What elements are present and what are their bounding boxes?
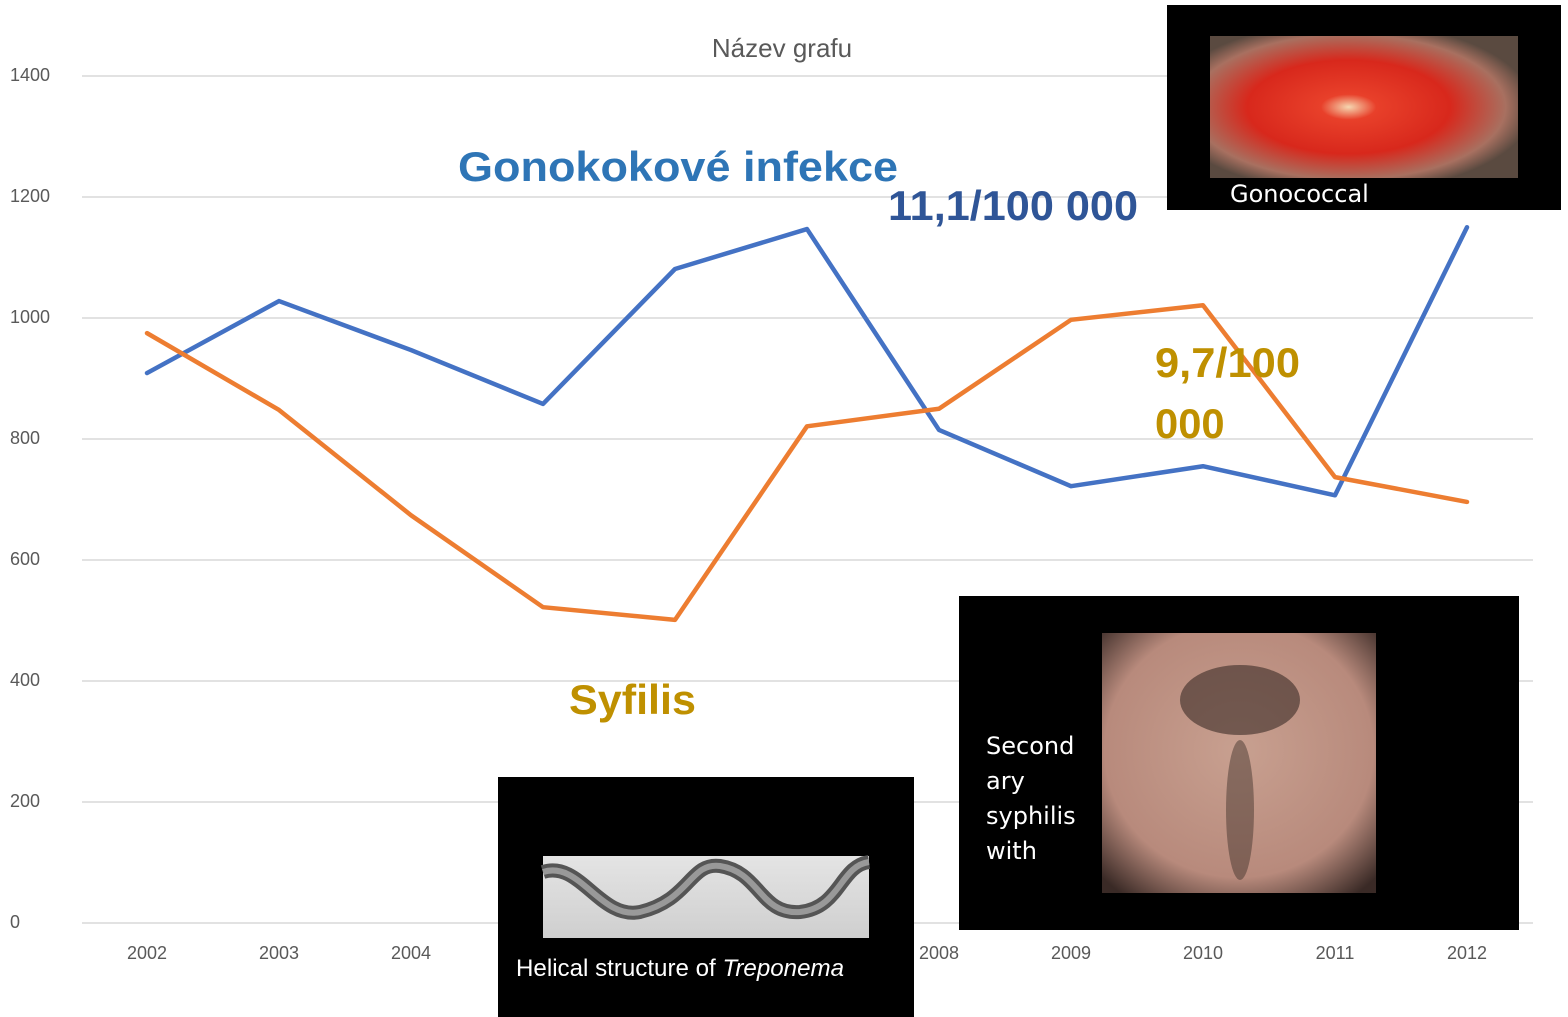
- image-gonococcal: Gonococcal: [1167, 5, 1561, 210]
- x-tick-label: 2012: [1447, 943, 1487, 963]
- series-line: [144, 303, 1470, 623]
- y-tick-label: 400: [10, 670, 40, 690]
- image-syphilis: Second ary syphilis with: [959, 596, 1519, 930]
- chart-title: Název grafu: [712, 33, 852, 63]
- annotation: 11,1/100 000: [888, 182, 1138, 229]
- annotation: Gonokokové infekce: [458, 143, 898, 190]
- x-tick-label: 2004: [391, 943, 431, 963]
- image-caption: Gonococcal: [1230, 180, 1369, 208]
- y-tick-label: 600: [10, 549, 40, 569]
- x-tick-label: 2003: [259, 943, 299, 963]
- x-tick-label: 2009: [1051, 943, 1091, 963]
- y-tick-label: 1200: [10, 186, 50, 206]
- x-tick-label: 2008: [919, 943, 959, 963]
- image-caption: Second: [986, 732, 1074, 760]
- image-caption: Helical structure of Treponema: [516, 955, 844, 982]
- y-tick-label: 800: [10, 428, 40, 448]
- x-tick-label: 2011: [1316, 943, 1355, 963]
- image-caption: ary: [986, 767, 1025, 795]
- y-tick-label: 200: [10, 791, 40, 811]
- x-tick-label: 2002: [127, 943, 167, 963]
- y-tick-label: 1000: [10, 307, 50, 327]
- caption-part: Helical structure of: [516, 955, 722, 982]
- image-treponema: Helical structure of Treponema: [498, 777, 914, 1017]
- image-caption: syphilis: [986, 802, 1076, 830]
- annotation: 9,7/100: [1155, 339, 1300, 386]
- annotation: 000: [1155, 400, 1225, 447]
- x-tick-label: 2010: [1183, 943, 1223, 963]
- annotation: Syfilis: [569, 676, 696, 723]
- caption-part: Treponema: [722, 955, 844, 982]
- y-tick-label: 1400: [10, 65, 50, 85]
- series-line: [144, 225, 1470, 498]
- image-caption: with: [986, 837, 1037, 865]
- y-tick-label: 0: [10, 912, 20, 932]
